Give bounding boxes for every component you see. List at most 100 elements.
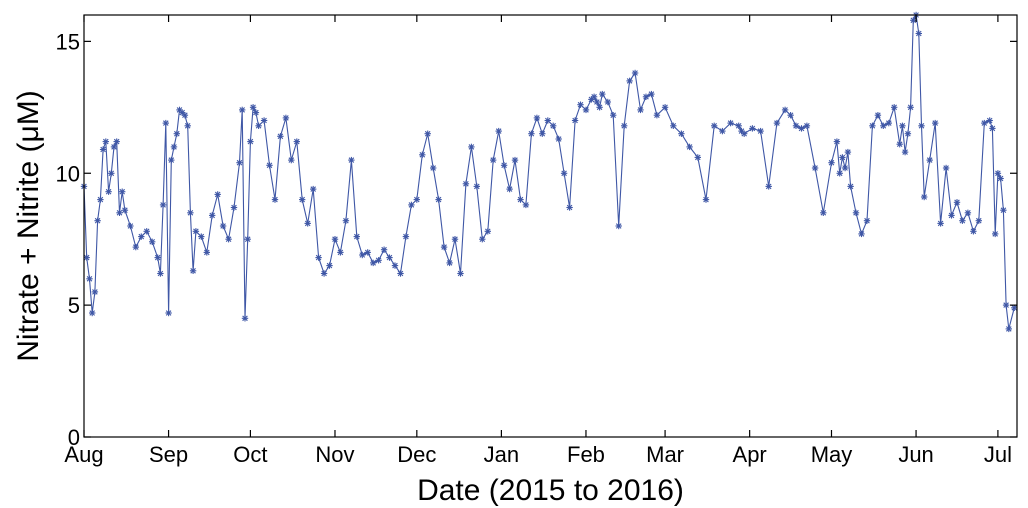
data-point — [315, 254, 322, 261]
data-point — [915, 30, 922, 37]
x-tick-label: Sep — [149, 442, 188, 467]
data-point — [702, 196, 710, 203]
data-point — [997, 175, 1004, 182]
x-tick-label: Mar — [646, 442, 684, 467]
data-point — [484, 228, 491, 235]
data-point — [102, 138, 110, 145]
data-point — [582, 106, 590, 114]
data-point — [926, 156, 933, 164]
data-point — [342, 217, 350, 224]
data-point — [719, 127, 726, 135]
data-point — [932, 119, 939, 127]
data-point — [189, 267, 197, 274]
data-point — [413, 196, 420, 203]
data-point — [661, 104, 669, 111]
data-point — [694, 154, 701, 161]
data-point — [773, 119, 781, 127]
data-point — [113, 138, 120, 145]
data-point — [116, 209, 123, 217]
data-point — [749, 125, 756, 132]
data-point — [852, 209, 860, 217]
data-point — [86, 275, 93, 282]
data-point — [937, 220, 944, 227]
data-point — [841, 164, 849, 172]
data-point — [1000, 206, 1007, 214]
data-point — [942, 164, 950, 172]
data-point — [869, 122, 876, 130]
data-point — [994, 170, 1002, 177]
data-point — [820, 209, 827, 217]
data-point — [599, 90, 606, 98]
data-point — [981, 119, 988, 127]
data-point — [765, 183, 772, 190]
data-point — [896, 140, 903, 148]
data-point — [168, 156, 175, 164]
data-point — [88, 309, 96, 317]
data-point — [326, 262, 333, 269]
data-point — [891, 104, 898, 111]
data-point — [304, 220, 311, 227]
data-point — [241, 315, 249, 322]
x-tick-label: Dec — [397, 442, 436, 467]
data-point — [282, 114, 290, 122]
data-point — [370, 259, 377, 267]
data-point — [781, 106, 789, 114]
data-point — [500, 162, 508, 169]
data-point — [678, 130, 685, 137]
data-point — [495, 127, 502, 135]
plot-frame — [83, 14, 1018, 438]
data-point — [604, 98, 611, 106]
x-tick-label: Nov — [315, 442, 354, 467]
data-point — [918, 122, 925, 130]
data-point — [97, 196, 104, 203]
data-point — [596, 104, 603, 111]
data-point — [533, 114, 541, 122]
data-point — [986, 117, 993, 124]
data-point — [787, 111, 794, 119]
data-point — [375, 257, 382, 264]
data-point — [165, 309, 172, 317]
data-point — [110, 143, 118, 151]
data-point — [522, 201, 530, 209]
data-point — [181, 111, 189, 119]
data-point — [757, 127, 764, 135]
data-point — [440, 243, 448, 251]
data-point — [430, 164, 437, 172]
data-point — [975, 217, 982, 224]
data-point — [904, 130, 912, 137]
data-point — [293, 138, 300, 145]
data-point — [560, 170, 568, 177]
data-point — [247, 138, 254, 145]
data-point — [885, 119, 892, 127]
data-point — [989, 125, 996, 132]
data-point — [225, 235, 232, 243]
x-tick-label: Aug — [64, 442, 103, 467]
data-point — [446, 259, 453, 267]
data-point — [121, 206, 129, 214]
data-point — [462, 180, 470, 188]
data-point — [844, 148, 852, 156]
data-point — [670, 122, 677, 130]
data-point — [953, 199, 961, 206]
data-point — [353, 233, 360, 240]
data-point — [590, 93, 598, 101]
data-point — [615, 222, 622, 230]
data-point — [435, 196, 442, 203]
data-point — [528, 130, 535, 137]
data-point — [901, 148, 909, 156]
data-point — [238, 106, 246, 114]
data-point — [833, 138, 841, 145]
data-point — [637, 106, 644, 114]
data-point — [910, 17, 917, 24]
data-point — [198, 233, 205, 240]
data-point — [451, 235, 459, 243]
data-point — [266, 162, 273, 169]
data-point — [626, 77, 633, 85]
data-point — [288, 156, 295, 164]
data-point — [203, 249, 211, 256]
data-point — [255, 122, 262, 130]
data-point — [271, 196, 279, 203]
data-point — [792, 122, 800, 130]
data-point — [539, 130, 546, 137]
data-point — [386, 254, 393, 261]
